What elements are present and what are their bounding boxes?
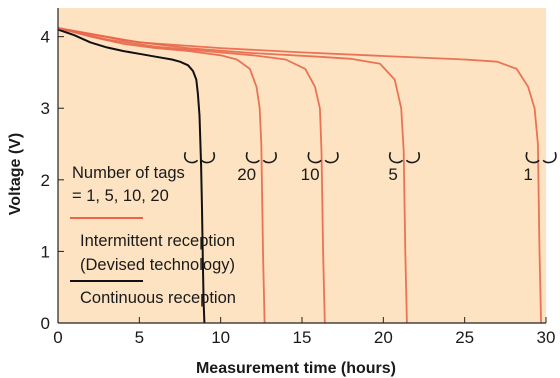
y-tick-label-2: 2 [41, 171, 50, 190]
x-tick-label-0: 0 [53, 328, 62, 347]
x-tick-label-5: 5 [135, 328, 144, 347]
x-tick-label-25: 25 [455, 328, 474, 347]
x-tick-label-15: 15 [293, 328, 312, 347]
legend-header-line1: Number of tags [72, 164, 185, 182]
count-label-1: 1 [523, 165, 532, 184]
legend-label-intermittent-line2: (Devised technology) [80, 256, 235, 274]
legend-label-intermittent-line1: Intermittent reception [80, 232, 235, 250]
count-label-5: 5 [388, 165, 397, 184]
legend-label-continuous: Continuous reception [80, 289, 236, 307]
x-tick-label-30: 30 [537, 328, 556, 347]
legend-header-line2: = 1, 5, 10, 20 [72, 187, 169, 205]
x-axis-title: Measurement time (hours) [196, 360, 396, 377]
count-label-20: 20 [237, 165, 256, 184]
x-tick-label-10: 10 [211, 328, 230, 347]
y-tick-label-0: 0 [41, 314, 50, 333]
count-label-10: 10 [301, 165, 320, 184]
y-tick-label-3: 3 [41, 99, 50, 118]
y-tick-label-4: 4 [41, 28, 50, 47]
y-axis-title: Voltage (V) [7, 133, 24, 215]
x-tick-label-20: 20 [374, 328, 393, 347]
y-tick-label-1: 1 [41, 242, 50, 261]
